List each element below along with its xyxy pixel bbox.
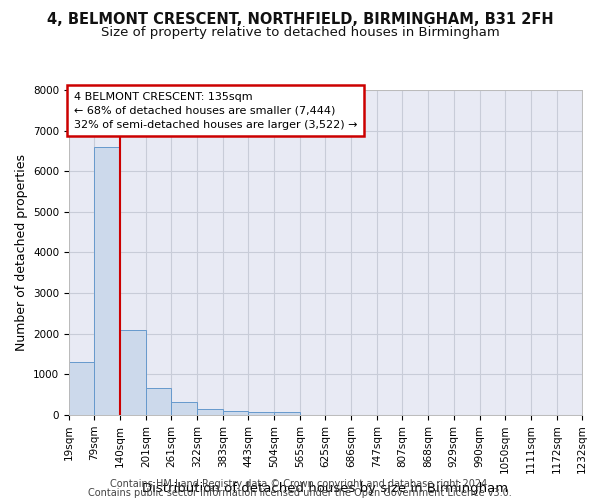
- Bar: [248, 412, 274, 415]
- Bar: [69, 362, 94, 415]
- Bar: [146, 388, 172, 415]
- Text: Contains HM Land Registry data © Crown copyright and database right 2024.: Contains HM Land Registry data © Crown c…: [110, 479, 490, 489]
- Text: Size of property relative to detached houses in Birmingham: Size of property relative to detached ho…: [101, 26, 499, 39]
- Bar: [94, 147, 120, 415]
- Bar: [197, 409, 223, 415]
- Bar: [274, 412, 300, 415]
- Text: 4, BELMONT CRESCENT, NORTHFIELD, BIRMINGHAM, B31 2FH: 4, BELMONT CRESCENT, NORTHFIELD, BIRMING…: [47, 12, 553, 28]
- Bar: [172, 402, 197, 415]
- Text: 4 BELMONT CRESCENT: 135sqm
← 68% of detached houses are smaller (7,444)
32% of s: 4 BELMONT CRESCENT: 135sqm ← 68% of deta…: [74, 92, 358, 130]
- Bar: [120, 330, 146, 415]
- Y-axis label: Number of detached properties: Number of detached properties: [14, 154, 28, 351]
- Text: Contains public sector information licensed under the Open Government Licence v3: Contains public sector information licen…: [88, 488, 512, 498]
- X-axis label: Distribution of detached houses by size in Birmingham: Distribution of detached houses by size …: [142, 482, 509, 495]
- Bar: [223, 410, 248, 415]
